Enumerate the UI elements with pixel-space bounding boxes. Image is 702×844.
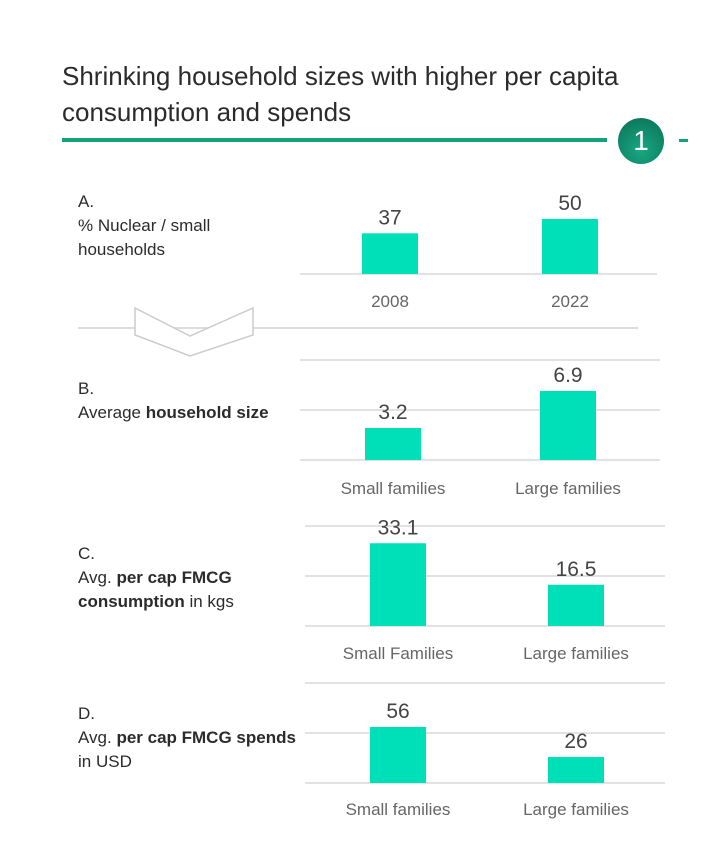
bar — [370, 543, 426, 626]
category-label: Small families — [346, 800, 451, 819]
value-label: 56 — [386, 700, 409, 723]
page-title: Shrinking household sizes with higher pe… — [62, 61, 619, 127]
value-label: 50 — [558, 192, 581, 215]
panel-d-label: D. Avg. per cap FMCG spends in USD — [78, 702, 303, 774]
panel-desc: Average household size — [78, 403, 269, 422]
value-label: 3.2 — [378, 401, 407, 424]
panel-desc: Avg. per cap FMCG spends in USD — [78, 728, 296, 771]
category-label: 2022 — [551, 292, 589, 311]
rule-dash — [679, 139, 688, 142]
panel-b-label: B. Average household size — [78, 377, 293, 425]
bar — [548, 584, 604, 626]
value-label: 26 — [564, 730, 587, 753]
bar — [548, 757, 604, 783]
panel-letter: A. — [78, 192, 95, 211]
category-label: Large families — [523, 644, 629, 663]
panel-c-label: C. Avg. per cap FMCG consumption in kgs — [78, 542, 303, 614]
bar — [540, 391, 596, 460]
panel-letter: C. — [78, 544, 95, 563]
category-label: 2008 — [371, 292, 409, 311]
bar — [370, 727, 426, 783]
panel-letter: B. — [78, 379, 95, 398]
value-label: 6.9 — [553, 364, 582, 387]
category-label: Large families — [523, 800, 629, 819]
value-label: 16.5 — [556, 558, 597, 581]
value-label: 37 — [378, 206, 401, 229]
category-label: Small Families — [343, 644, 454, 663]
value-label: 33.1 — [378, 516, 419, 539]
category-label: Large families — [515, 479, 621, 498]
panel-a-label: A. % Nuclear / small households — [78, 190, 268, 262]
category-label: Small families — [341, 479, 446, 498]
chevron-down-icon — [134, 306, 254, 357]
bar — [362, 233, 418, 274]
bar — [365, 428, 421, 460]
bar — [542, 219, 598, 274]
panel-desc: Avg. per cap FMCG consumption in kgs — [78, 568, 234, 611]
panel-desc: % Nuclear / small households — [78, 216, 211, 259]
section-number-badge: 1 — [618, 118, 664, 164]
section-divider — [78, 327, 638, 329]
panel-letter: D. — [78, 704, 95, 723]
title-underline — [62, 138, 607, 142]
